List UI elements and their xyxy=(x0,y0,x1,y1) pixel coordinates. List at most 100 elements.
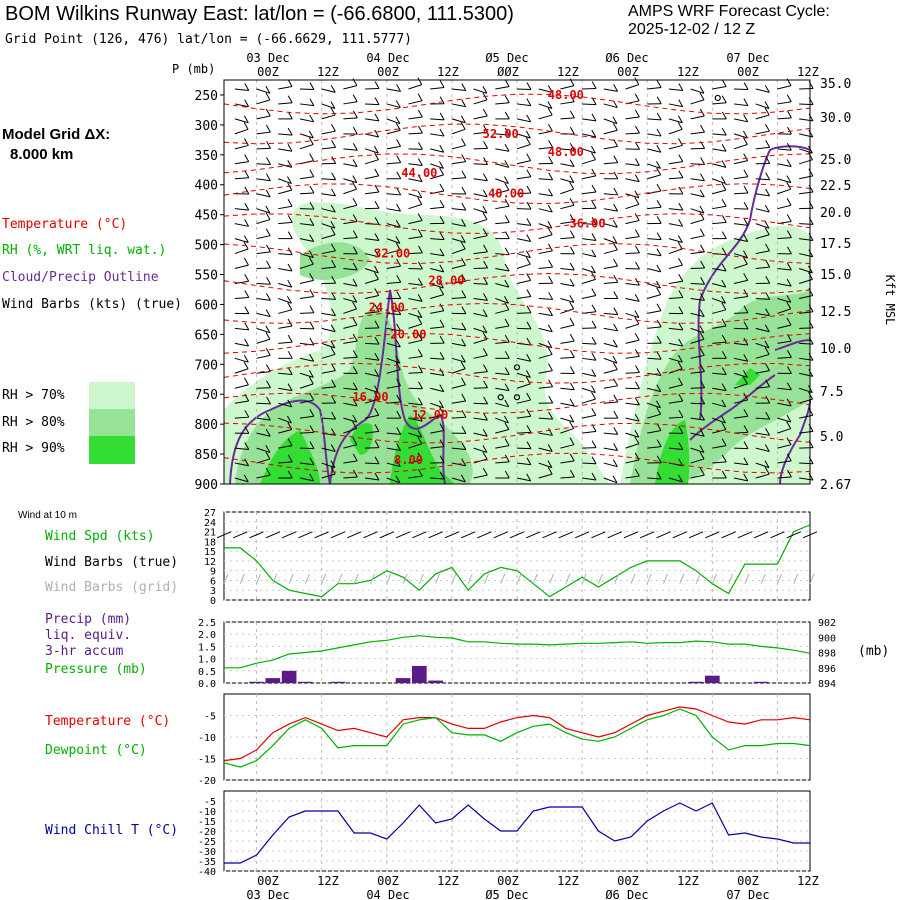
wind-barb xyxy=(408,443,422,449)
wind-barb xyxy=(278,189,292,195)
wind-barb-flag xyxy=(287,199,293,207)
wind-barb-flag xyxy=(634,294,640,302)
wind-barb xyxy=(473,163,488,166)
wind-barb-flag xyxy=(591,440,597,448)
wind-barb xyxy=(668,177,683,180)
wind-barb-flag xyxy=(417,197,423,205)
wind-barb-flag xyxy=(721,399,727,408)
wind-barb-flag xyxy=(700,396,706,405)
wind-barb xyxy=(560,387,575,391)
wind-barb-flag xyxy=(656,167,662,176)
wind-barb xyxy=(430,413,444,419)
wind-barb-flag xyxy=(786,350,792,358)
wind-barb-flag xyxy=(721,415,726,424)
wind-barb xyxy=(755,88,770,93)
wind-barb xyxy=(364,175,379,180)
wind-barb xyxy=(516,253,531,259)
wind-barb-true xyxy=(444,531,460,539)
wind-barb xyxy=(777,387,792,391)
wind-barb-flag xyxy=(266,276,271,285)
wind-barb xyxy=(343,402,358,407)
wind-barb xyxy=(473,432,488,437)
wind-barb-flag xyxy=(677,241,683,250)
wind-barb xyxy=(365,430,380,434)
section-wind-barbs xyxy=(234,77,814,484)
wind-barb-true xyxy=(526,531,541,539)
wind-barb xyxy=(733,415,748,419)
wind-barb-flag xyxy=(547,85,553,93)
wind-barb xyxy=(451,447,466,451)
wind-barb xyxy=(430,148,444,153)
wind-barb-flag xyxy=(396,323,401,332)
wind-barb-flag xyxy=(461,170,467,179)
wind-barb-flag xyxy=(700,244,705,253)
wind-barb-flag xyxy=(286,295,292,304)
wind-barb-flag xyxy=(352,110,358,119)
wind-barb-flag xyxy=(808,129,814,138)
wind-barb xyxy=(364,253,379,258)
pressure-ytick-label: 894 xyxy=(818,679,836,690)
wind-barb-flag xyxy=(331,411,337,420)
wind-barb xyxy=(625,432,640,438)
wind-barb xyxy=(256,297,271,301)
wind-barb-flag xyxy=(439,183,445,192)
wind-barb-true xyxy=(607,531,622,539)
wind-barb-flag xyxy=(656,400,661,409)
windchill-ytick-label: -5 xyxy=(204,797,216,808)
wind-barb-flag xyxy=(569,437,575,445)
wind-barb xyxy=(430,402,444,409)
wind-barb-flag xyxy=(656,199,662,208)
wind-barb-flag xyxy=(374,129,380,138)
wind-barb-flag xyxy=(439,112,445,121)
wind-barb-flag xyxy=(656,455,662,464)
wind-barb xyxy=(690,338,705,344)
wind-barb-flag xyxy=(396,394,402,403)
wind-barb xyxy=(560,178,575,184)
wind-barb-flag xyxy=(656,161,661,169)
wind-barb xyxy=(625,163,640,166)
wind-barb-flag xyxy=(547,444,553,452)
wind-barb-flag xyxy=(395,475,401,484)
wind-barb xyxy=(690,312,705,318)
wind-barb-flag xyxy=(678,442,684,450)
wind-barb-flag xyxy=(634,436,640,445)
wind-barb xyxy=(799,477,814,481)
wind-barb-flag xyxy=(483,173,488,181)
wind-barb xyxy=(234,144,249,150)
wind-barb-flag xyxy=(287,231,293,239)
wind-barb xyxy=(364,159,379,165)
wind-barb-true xyxy=(493,531,508,539)
wind-barb xyxy=(625,312,640,318)
wind-barb xyxy=(799,238,814,242)
top-time-tick: 12Z xyxy=(797,65,819,79)
wind-barb xyxy=(495,341,510,344)
wind-barb xyxy=(647,326,662,329)
wind-barb xyxy=(364,295,379,299)
wind-barb-flag xyxy=(504,415,509,424)
top-time-tick: 00Z xyxy=(257,65,279,79)
wind-barb-flag xyxy=(352,437,358,445)
wind-speed-line xyxy=(224,524,811,598)
top-date-label: Ø5 Dec xyxy=(485,51,528,65)
wind-barb-flag xyxy=(374,336,380,345)
wind-barb-flag xyxy=(700,260,706,269)
wind-barb xyxy=(581,159,596,165)
wind-barb xyxy=(733,342,748,346)
wind-barb xyxy=(755,370,770,374)
wind-barb xyxy=(603,401,618,404)
wind-barb xyxy=(234,384,249,389)
wind-barb xyxy=(538,417,553,420)
wind-barb xyxy=(603,342,618,348)
wind-barb xyxy=(603,357,618,364)
wind-barb-flag xyxy=(548,428,553,436)
wind-barb xyxy=(451,118,466,124)
wind-barb xyxy=(495,402,509,408)
wind-barb xyxy=(581,278,596,284)
wind-barb-flag xyxy=(743,82,749,90)
wind-barb xyxy=(495,178,509,185)
wind-barb xyxy=(560,101,575,105)
wind-barb xyxy=(799,103,814,106)
wind-barb-flag xyxy=(548,123,553,132)
precip-bar xyxy=(395,678,411,683)
temperature-contour xyxy=(223,213,811,235)
